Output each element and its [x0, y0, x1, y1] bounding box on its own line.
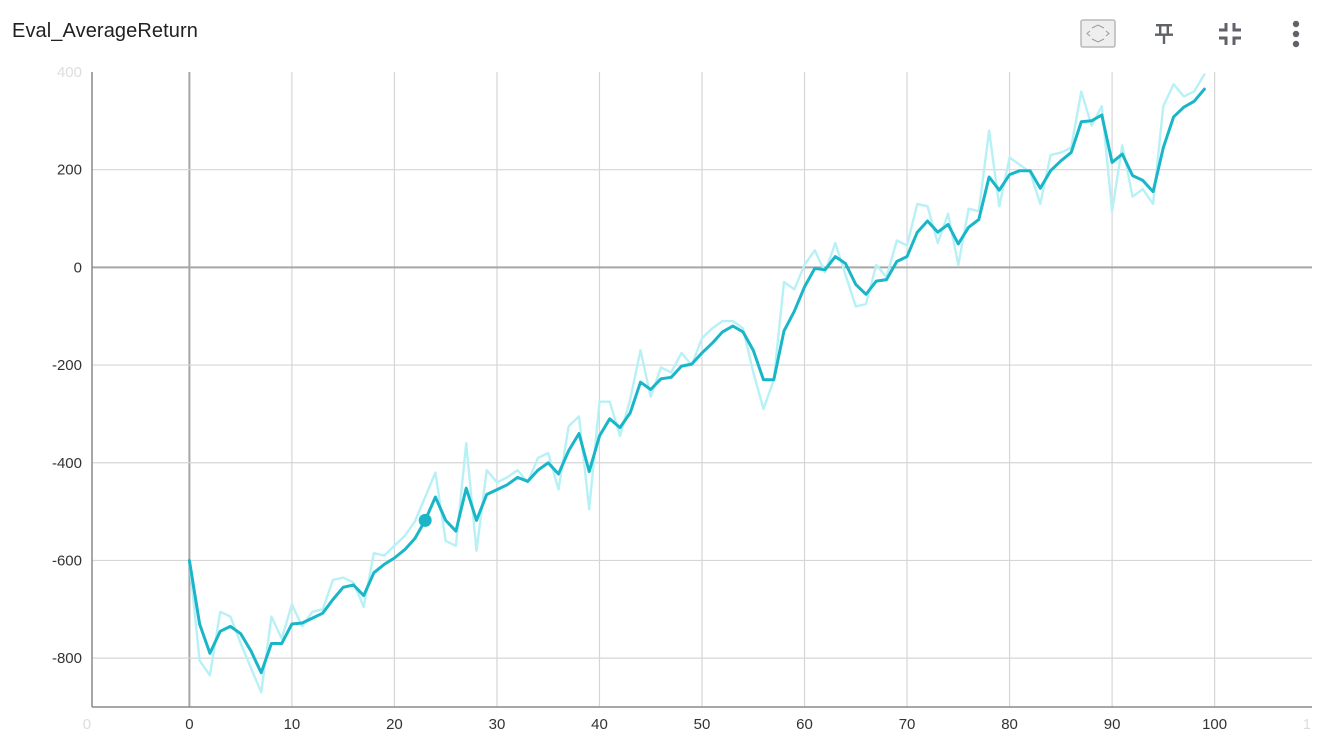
y-tick-label: -800 — [52, 650, 82, 667]
pin-icon — [1155, 24, 1173, 44]
chart-toolbar — [1078, 14, 1316, 54]
x-tick-label: 10 — [284, 716, 301, 733]
x-tick-label: 60 — [796, 716, 813, 733]
x-tick-label-edge: 0 — [83, 716, 91, 733]
x-tick-label: 0 — [185, 716, 193, 733]
x-tick-label: 70 — [899, 716, 916, 733]
x-tick-label-edge: 1 — [1303, 716, 1311, 733]
y-tick-label: 0 — [74, 259, 82, 276]
series-line-raw[interactable] — [188, 73, 1206, 694]
x-tick-label: 90 — [1104, 716, 1121, 733]
collapse-icon — [1219, 23, 1241, 45]
x-tick-label: 40 — [591, 716, 608, 733]
pin-button[interactable] — [1144, 14, 1184, 54]
series-line-smoothed[interactable] — [187, 87, 1206, 675]
x-tick-label: 50 — [694, 716, 711, 733]
y-tick-label: -400 — [52, 455, 82, 472]
collapse-button[interactable] — [1210, 14, 1250, 54]
card-header: Eval_AverageReturn — [0, 0, 1326, 64]
x-tick-label: 100 — [1202, 716, 1227, 733]
y-tick-label: -200 — [52, 357, 82, 374]
y-tick-label: -600 — [52, 552, 82, 569]
more-vert-icon — [1292, 20, 1300, 48]
fit-domain-button[interactable] — [1078, 14, 1118, 54]
chart-title: Eval_AverageReturn — [12, 20, 198, 42]
fit-domain-icon — [1080, 19, 1116, 48]
x-tick-label: 80 — [1001, 716, 1018, 733]
y-tick-label-edge: 400 — [57, 64, 82, 81]
chart-area[interactable]: -800 -600 -400 -200 0 200 400 0 10 20 30 40 50 60 70 80… — [0, 64, 1326, 754]
x-tick-label: 30 — [489, 716, 506, 733]
x-tick-label: 20 — [386, 716, 403, 733]
series-group — [187, 73, 1206, 694]
more-options-button[interactable] — [1276, 14, 1316, 54]
highlight-point[interactable] — [418, 513, 432, 527]
y-tick-label: 200 — [57, 162, 82, 179]
